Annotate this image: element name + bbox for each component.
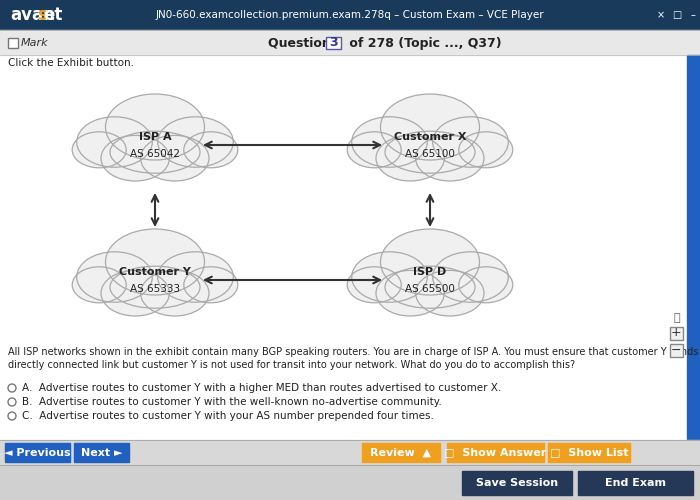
Text: s: s bbox=[37, 6, 47, 24]
Ellipse shape bbox=[351, 117, 427, 167]
Bar bbox=[578, 471, 693, 495]
Text: End Exam: End Exam bbox=[605, 478, 666, 488]
Bar bbox=[0, 465, 700, 500]
Ellipse shape bbox=[141, 270, 209, 316]
Bar bbox=[0, 55, 687, 440]
Text: Click the Exhibit button.: Click the Exhibit button. bbox=[8, 58, 134, 68]
Text: ◄ Previous: ◄ Previous bbox=[4, 448, 71, 458]
Ellipse shape bbox=[376, 270, 444, 316]
Ellipse shape bbox=[351, 252, 427, 302]
Ellipse shape bbox=[184, 132, 238, 168]
Text: □: □ bbox=[673, 10, 682, 20]
Text: ISP D: ISP D bbox=[414, 267, 447, 277]
Text: Question: Question bbox=[268, 36, 335, 50]
Ellipse shape bbox=[381, 229, 480, 295]
Text: Review  ▲: Review ▲ bbox=[370, 448, 431, 458]
Ellipse shape bbox=[381, 94, 480, 160]
Bar bbox=[670, 327, 683, 340]
Ellipse shape bbox=[433, 117, 508, 167]
Ellipse shape bbox=[77, 252, 153, 302]
Ellipse shape bbox=[72, 132, 126, 168]
Text: AS 65500: AS 65500 bbox=[405, 284, 455, 294]
Ellipse shape bbox=[158, 117, 233, 167]
Ellipse shape bbox=[101, 270, 169, 316]
Bar bbox=[687, 55, 700, 440]
Text: AS 65042: AS 65042 bbox=[130, 149, 180, 159]
Ellipse shape bbox=[458, 267, 513, 303]
Ellipse shape bbox=[376, 136, 444, 181]
Text: A.  Advertise routes to customer Y with a higher MED than routes advertised to c: A. Advertise routes to customer Y with a… bbox=[22, 383, 501, 393]
Text: ISP A: ISP A bbox=[139, 132, 172, 142]
Ellipse shape bbox=[416, 136, 484, 181]
Bar bbox=[326, 37, 341, 49]
Ellipse shape bbox=[385, 266, 475, 308]
Text: 🔍: 🔍 bbox=[673, 313, 680, 323]
Text: et: et bbox=[43, 6, 62, 24]
Text: –: – bbox=[691, 10, 695, 20]
Ellipse shape bbox=[77, 117, 153, 167]
Text: avan: avan bbox=[10, 6, 55, 24]
Bar bbox=[74, 443, 129, 462]
Text: of 278 (Topic ..., Q37): of 278 (Topic ..., Q37) bbox=[345, 36, 502, 50]
Text: Save Session: Save Session bbox=[476, 478, 558, 488]
Text: All ISP networks shown in the exhibit contain many BGP speaking routers. You are: All ISP networks shown in the exhibit co… bbox=[8, 347, 700, 357]
Text: ×: × bbox=[657, 10, 665, 20]
Ellipse shape bbox=[347, 267, 401, 303]
Ellipse shape bbox=[158, 252, 233, 302]
Text: □  Show List: □ Show List bbox=[550, 448, 629, 458]
Bar bbox=[670, 344, 683, 357]
Bar bbox=[0, 30, 700, 55]
Circle shape bbox=[8, 398, 16, 406]
Ellipse shape bbox=[106, 229, 204, 295]
Text: JN0-660.examcollection.premium.exam.278q – Custom Exam – VCE Player: JN0-660.examcollection.premium.exam.278q… bbox=[155, 10, 545, 20]
Ellipse shape bbox=[385, 131, 475, 173]
Text: □  Show Answer: □ Show Answer bbox=[444, 448, 547, 458]
Bar bbox=[447, 443, 544, 462]
Text: 3: 3 bbox=[329, 36, 337, 50]
Ellipse shape bbox=[141, 136, 209, 181]
Text: AS 65333: AS 65333 bbox=[130, 284, 180, 294]
Text: B.  Advertise routes to customer Y with the well-known no-advertise community.: B. Advertise routes to customer Y with t… bbox=[22, 397, 442, 407]
Bar bbox=[548, 443, 630, 462]
Circle shape bbox=[8, 412, 16, 420]
Circle shape bbox=[8, 384, 16, 392]
Bar bbox=[462, 471, 572, 495]
Text: Customer Y: Customer Y bbox=[119, 267, 191, 277]
Ellipse shape bbox=[110, 131, 200, 173]
Text: C.  Advertise routes to customer Y with your AS number prepended four times.: C. Advertise routes to customer Y with y… bbox=[22, 411, 434, 421]
Bar bbox=[5, 443, 70, 462]
Ellipse shape bbox=[458, 132, 513, 168]
Text: directly connected link but customer Y is not used for transit into your network: directly connected link but customer Y i… bbox=[8, 360, 575, 370]
Bar bbox=[362, 443, 440, 462]
Ellipse shape bbox=[433, 252, 508, 302]
Text: −: − bbox=[671, 344, 681, 356]
Ellipse shape bbox=[110, 266, 200, 308]
Text: Customer X: Customer X bbox=[393, 132, 466, 142]
Text: +: + bbox=[671, 326, 681, 340]
Bar bbox=[8, 38, 18, 48]
Ellipse shape bbox=[184, 267, 238, 303]
Ellipse shape bbox=[72, 267, 126, 303]
Text: AS 65100: AS 65100 bbox=[405, 149, 455, 159]
Ellipse shape bbox=[347, 132, 401, 168]
Bar bbox=[0, 440, 700, 465]
Ellipse shape bbox=[101, 136, 169, 181]
Text: Next ►: Next ► bbox=[80, 448, 122, 458]
Ellipse shape bbox=[416, 270, 484, 316]
Bar bbox=[0, 0, 700, 30]
Ellipse shape bbox=[106, 94, 204, 160]
Text: Mark: Mark bbox=[21, 38, 48, 48]
